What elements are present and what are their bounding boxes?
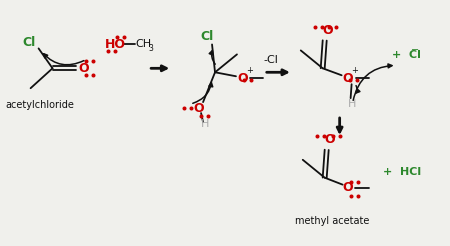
Text: Cl: Cl — [200, 30, 213, 43]
Text: acetylchloride: acetylchloride — [6, 100, 75, 110]
Text: -Cl: -Cl — [264, 55, 279, 65]
Text: 3: 3 — [148, 44, 153, 53]
Text: +  Cl: + Cl — [392, 50, 421, 60]
Text: O: O — [323, 24, 333, 37]
Text: +: + — [351, 66, 359, 75]
Text: CH: CH — [135, 39, 151, 49]
Text: +  HCl: + HCl — [382, 167, 421, 177]
Text: O: O — [78, 62, 89, 75]
Text: O: O — [325, 133, 335, 146]
Text: O: O — [237, 72, 248, 85]
Text: O: O — [342, 72, 353, 85]
Text: H: H — [347, 99, 356, 109]
Text: O: O — [342, 181, 353, 194]
Text: Cl: Cl — [22, 36, 36, 49]
Text: HO: HO — [105, 38, 126, 51]
Text: O: O — [193, 102, 204, 115]
Text: −: − — [411, 46, 419, 55]
Text: H: H — [201, 119, 209, 129]
Text: methyl acetate: methyl acetate — [295, 216, 369, 226]
Text: +: + — [246, 66, 253, 75]
